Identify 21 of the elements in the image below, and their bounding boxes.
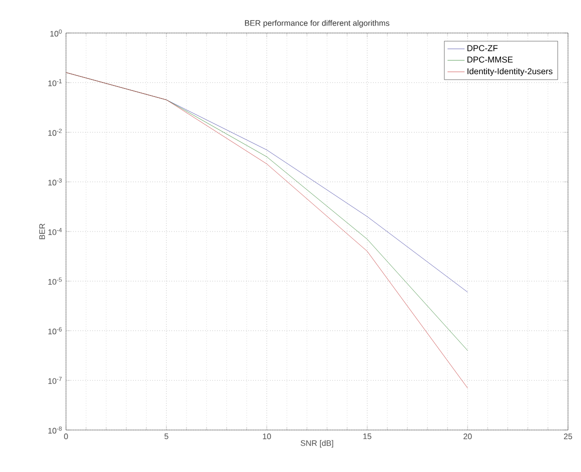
y-tick-label: 10$^{-7}$ bbox=[48, 376, 62, 384]
y-tick-label: 10$^{-8}$ bbox=[48, 426, 62, 434]
y-tick-label: 10$^{-5}$ bbox=[48, 278, 62, 285]
x-tick-label: 0 bbox=[64, 434, 68, 440]
legend-label: DPC-ZF bbox=[467, 45, 498, 52]
y-tick-label: 10$^{-6}$ bbox=[48, 327, 62, 334]
y-axis-title: BER bbox=[39, 224, 45, 240]
x-tick-label: 20 bbox=[464, 434, 472, 440]
y-tick-label: 10$^{-1}$ bbox=[48, 79, 62, 86]
x-tick-label: 5 bbox=[164, 434, 168, 440]
y-tick-label: 10$^{-3}$ bbox=[48, 178, 62, 186]
y-tick-label: 10$^{0}$ bbox=[50, 29, 62, 37]
x-axis-title: SNR [dB] bbox=[300, 440, 334, 448]
x-tick-label: 25 bbox=[564, 434, 572, 440]
x-tick-label: 10 bbox=[262, 434, 271, 440]
x-tick-label: 15 bbox=[363, 434, 372, 440]
legend-label: Identity-Identity-2users bbox=[468, 68, 552, 76]
y-tick-label: 10$^{-2}$ bbox=[48, 128, 62, 136]
chart-title: BER performance for different algorithms bbox=[245, 20, 390, 28]
y-tick-label: 10$^{-4}$ bbox=[48, 228, 62, 236]
legend-label: DPC-MMSE bbox=[467, 56, 513, 63]
